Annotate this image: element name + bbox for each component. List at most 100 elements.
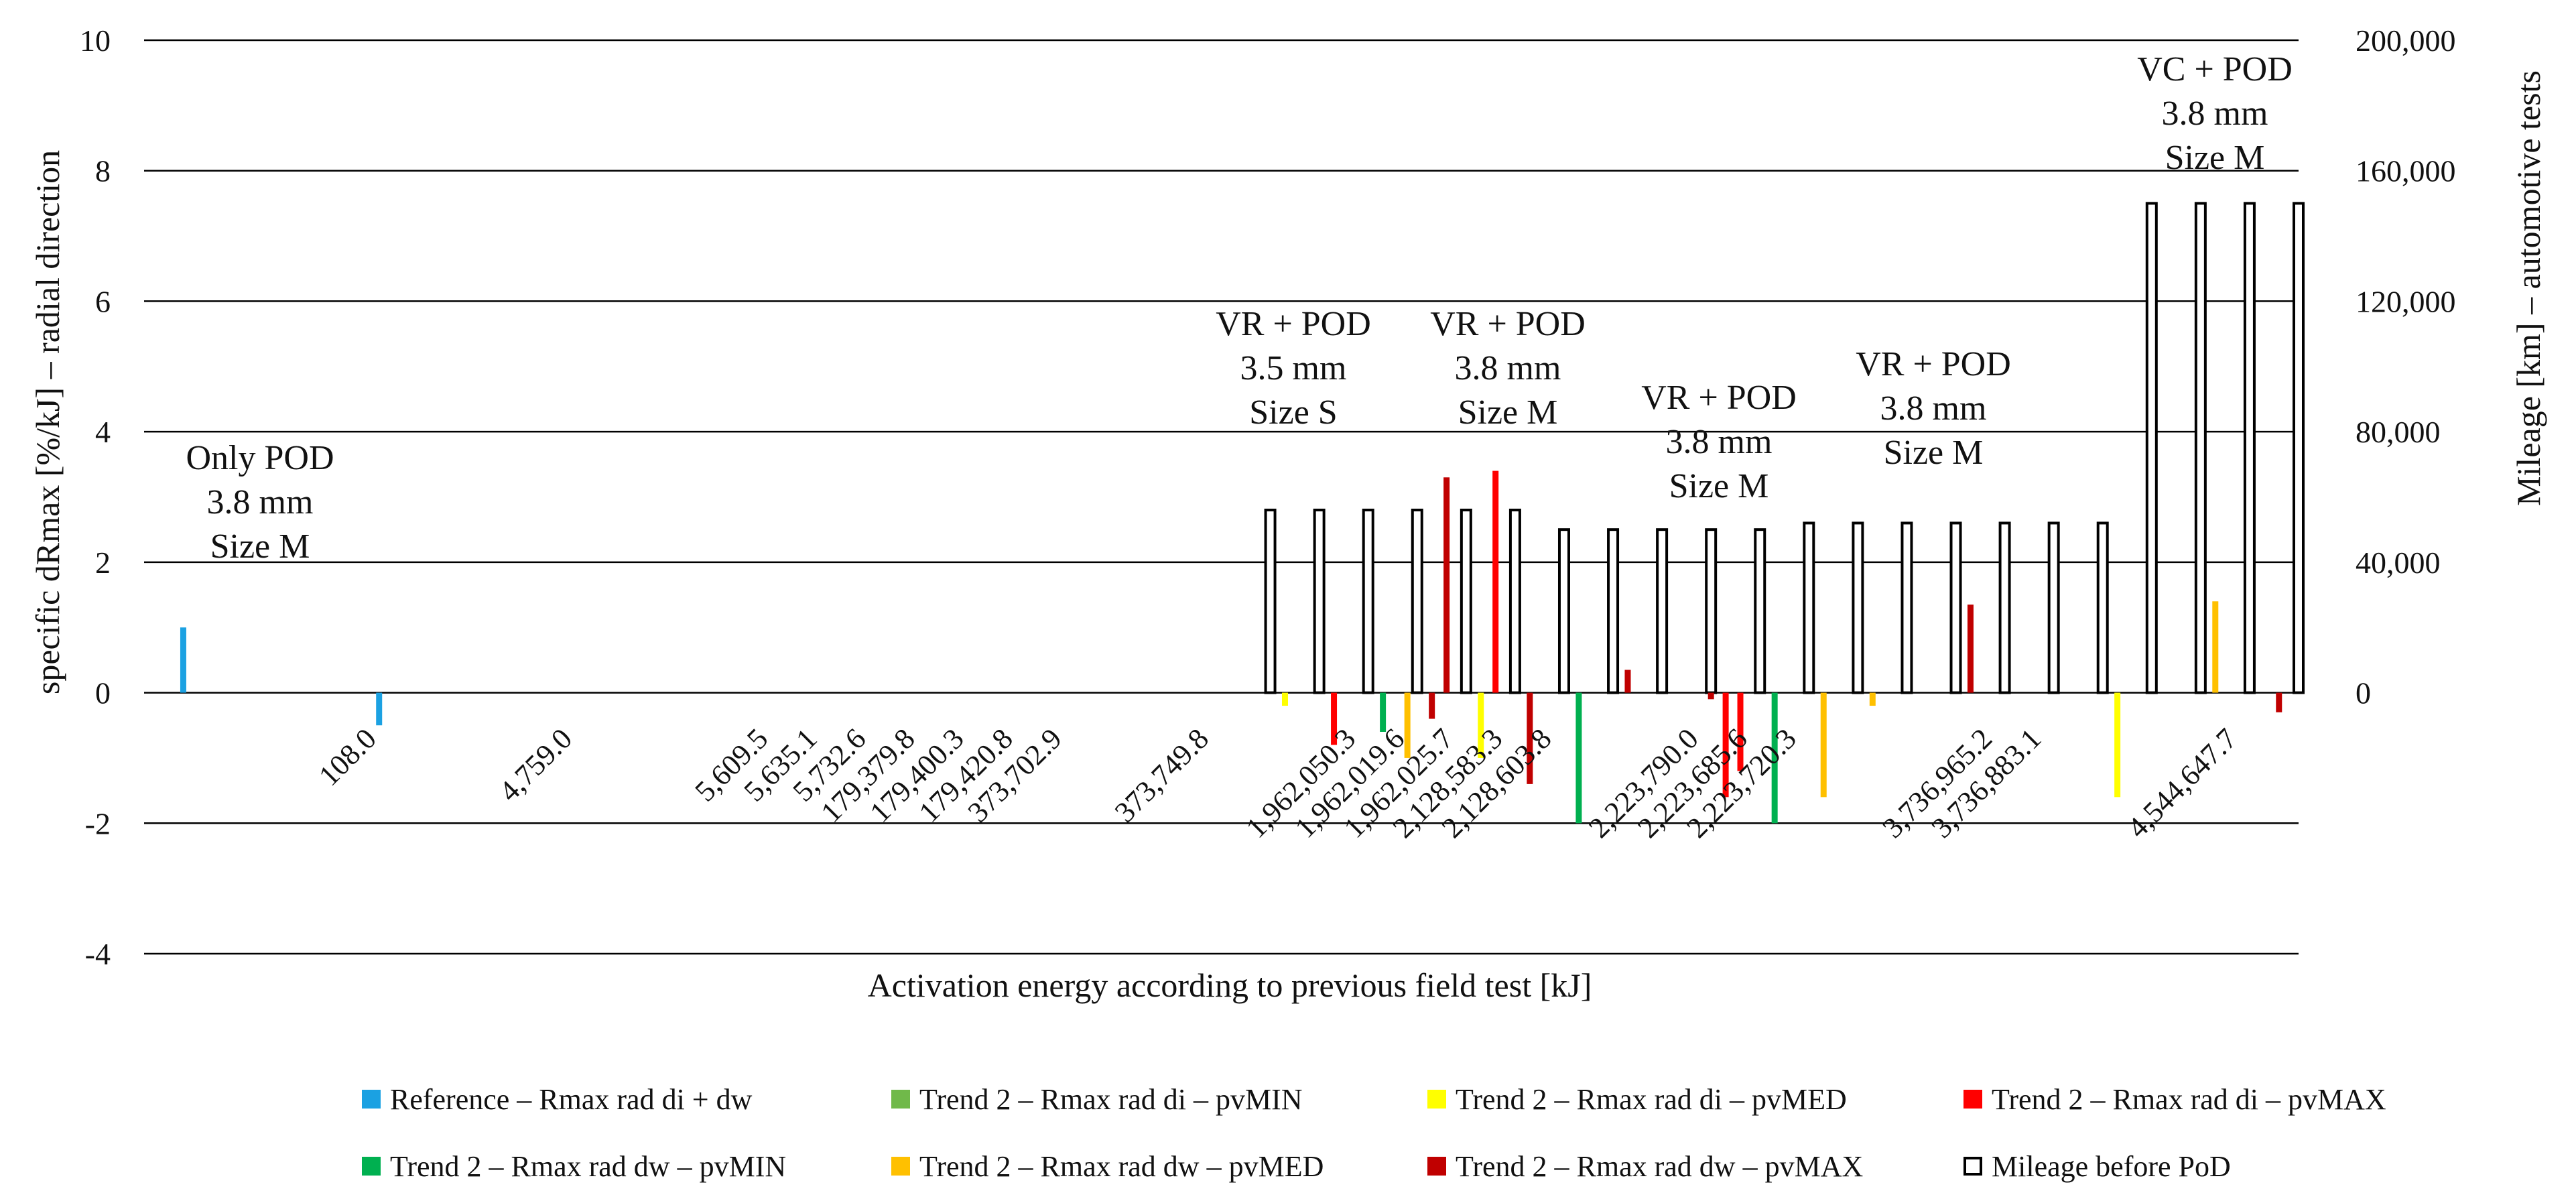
mileage-bar xyxy=(1901,521,1913,694)
series-bar xyxy=(1708,692,1714,700)
legend-swatch xyxy=(362,1157,381,1176)
series-bar xyxy=(1443,477,1450,693)
legend-item: Reference – Rmax rad di + dw xyxy=(362,1082,885,1117)
series-bar xyxy=(1404,692,1411,758)
mileage-bar xyxy=(1705,528,1718,694)
legend-item: Trend 2 – Rmax rad dw – pvMED xyxy=(891,1149,1421,1184)
mileage-bar xyxy=(1362,508,1374,694)
legend-row: Trend 2 – Rmax rad dw – pvMIN Trend 2 – R… xyxy=(362,1133,2547,1200)
mileage-bar xyxy=(1264,508,1277,694)
legend-swatch xyxy=(891,1157,910,1176)
legend-swatch xyxy=(891,1090,910,1109)
annotation-line: 3.5 mm xyxy=(1240,349,1347,387)
mileage-bar xyxy=(1411,508,1423,694)
series-bar xyxy=(2276,692,2282,712)
legend-swatch xyxy=(1963,1090,1982,1109)
grid-lines xyxy=(144,39,2299,955)
mileage-bar xyxy=(1998,521,2011,694)
annotation-line: 3.8 mm xyxy=(207,483,314,521)
mileage-bar xyxy=(1313,508,1326,694)
mileage-bars xyxy=(1264,202,2305,694)
legend-row: Reference – Rmax rad di + dw Trend 2 – Rm… xyxy=(362,1066,2547,1133)
y-tick-label: 2 xyxy=(95,546,111,580)
left-axis-ticks: -4 -2 0 2 4 6 8 10 xyxy=(80,23,111,971)
mileage-bar xyxy=(1607,528,1620,694)
legend-item: Trend 2 – Rmax rad di – pvMIN xyxy=(891,1082,1421,1117)
y-tick-label: 0 xyxy=(95,676,111,710)
annotation-line: 3.8 mm xyxy=(2162,94,2268,133)
series-bar xyxy=(180,627,186,693)
mileage-bar xyxy=(1803,521,1815,694)
mileage-bar xyxy=(2243,202,2256,694)
annotation-line: Only POD xyxy=(186,439,334,477)
annotation-line: Size S xyxy=(1249,393,1337,432)
annotation-line: Size M xyxy=(1458,393,1558,432)
mileage-bar xyxy=(2145,202,2158,694)
series-bar xyxy=(1478,692,1484,758)
legend: Reference – Rmax rad di + dw Trend 2 – Rm… xyxy=(362,1066,2547,1200)
legend-label: Trend 2 – Rmax rad di – pvMIN xyxy=(919,1082,1303,1116)
annotations: Only POD 3.8 mm Size M VR + POD 3.5 mm Size S… xyxy=(186,50,2292,566)
mileage-bar xyxy=(1460,508,1472,694)
legend-label: Reference – Rmax rad di + dw xyxy=(390,1082,753,1116)
y-tick-label: -2 xyxy=(85,806,111,840)
series-bar xyxy=(1771,692,1778,824)
annotation-line: 3.8 mm xyxy=(1666,423,1773,461)
mileage-bar xyxy=(2047,521,2060,694)
x-tick-label: 4,544,647.7 xyxy=(2121,722,2243,844)
mileage-bar xyxy=(1754,528,1766,694)
annotation-line: VR + POD xyxy=(1641,379,1797,417)
mileage-bar xyxy=(1557,528,1570,694)
annotation-line: VC + POD xyxy=(2137,50,2293,88)
mileage-bar xyxy=(2194,202,2207,694)
y-tick-label: -4 xyxy=(85,937,111,971)
mileage-bar xyxy=(1508,508,1521,694)
series-bar xyxy=(1575,692,1582,824)
series-bar xyxy=(1737,692,1744,771)
annotation-line: 3.8 mm xyxy=(1880,389,1987,428)
annotation-line: Size M xyxy=(1884,434,1984,472)
series-bar xyxy=(1722,692,1729,798)
series-bar xyxy=(1492,470,1499,693)
mileage-bar xyxy=(1656,528,1669,694)
series-bar xyxy=(1967,605,1974,693)
series-bar xyxy=(1429,692,1435,719)
legend-swatch xyxy=(1963,1157,1982,1176)
series-bar xyxy=(1331,692,1338,745)
series-bar xyxy=(1624,670,1631,693)
annotation-line: VR + POD xyxy=(1856,345,2011,383)
legend-label: Trend 2 – Rmax rad dw – pvMED xyxy=(919,1149,1324,1183)
legend-item: Trend 2 – Rmax rad di – pvMED xyxy=(1427,1082,1957,1117)
series-bar xyxy=(2212,601,2219,693)
y-tick-label: 8 xyxy=(95,154,111,188)
x-tick-label: 373,749.8 xyxy=(1108,722,1215,828)
series-bar xyxy=(1820,692,1827,798)
y2-tick-label: 200,000 xyxy=(2356,23,2456,58)
series-bar xyxy=(1380,692,1387,732)
series-bar xyxy=(2114,692,2121,798)
annotation-line: Size M xyxy=(2165,139,2265,177)
y-tick-label: 6 xyxy=(95,284,111,318)
x-axis-label: Activation energy according to previous … xyxy=(868,966,1592,1004)
series-bars xyxy=(180,470,2282,824)
y-tick-label: 4 xyxy=(95,415,111,449)
legend-item: Trend 2 – Rmax rad dw – pvMAX xyxy=(1427,1149,1957,1184)
series-bar xyxy=(1527,692,1533,784)
mileage-bar xyxy=(1949,521,1962,694)
y-tick-label: 10 xyxy=(80,23,111,58)
legend-label: Trend 2 – Rmax rad dw – pvMAX xyxy=(1456,1149,1864,1183)
series-bar xyxy=(1281,692,1288,706)
x-tick-label: 108.0 xyxy=(312,722,383,792)
legend-label: Trend 2 – Rmax rad di – pvMAX xyxy=(1992,1082,2386,1116)
legend-item: Mileage before PoD xyxy=(1963,1149,2520,1184)
x-tick-label: 4,759.0 xyxy=(493,722,578,808)
x-axis-tick-labels: 108.0 4,759.0 5,609.55,635.15,732.6179,379… xyxy=(312,722,2243,844)
series-bar xyxy=(1869,692,1876,706)
y-axis-label: specific dRmax [%/kJ] – radial direction xyxy=(29,150,66,694)
legend-swatch xyxy=(362,1090,381,1109)
y2-axis-label: Mileage [km] – automotive tests xyxy=(2510,70,2547,506)
annotation-line: VR + POD xyxy=(1216,305,1371,343)
annotation-line: Size M xyxy=(210,527,310,566)
annotation-line: 3.8 mm xyxy=(1455,349,1561,387)
